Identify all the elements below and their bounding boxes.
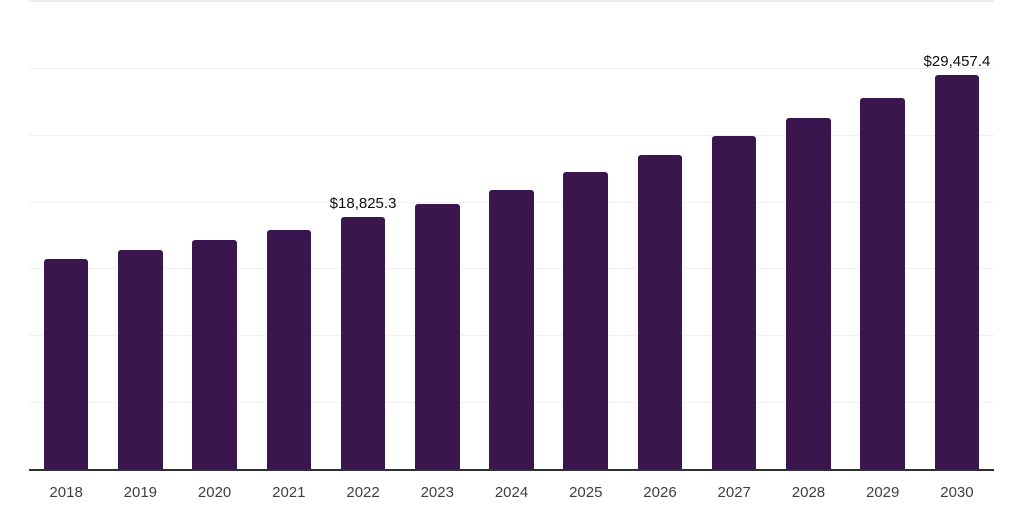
- bar-2029: [860, 97, 905, 469]
- bar-2024: [489, 189, 534, 469]
- bar-band-2021: [252, 1, 326, 469]
- x-tick-2018: 2018: [49, 484, 83, 501]
- gridline-35000: [29, 0, 994, 2]
- bar-2020: [192, 240, 237, 469]
- bar-band-2022: $18,825.3: [326, 1, 400, 469]
- bar-2027: [711, 135, 757, 469]
- bar-2030: [934, 75, 980, 469]
- bar-2026: [637, 155, 683, 469]
- plot-area: $18,825.3 $29,457.4: [29, 0, 994, 471]
- x-tick-2024: 2024: [494, 484, 529, 501]
- bar-band-2028: [771, 1, 845, 469]
- x-tick-2027: 2027: [717, 484, 751, 501]
- bar-2018: [43, 259, 89, 469]
- bar-band-2024: [474, 1, 548, 469]
- x-tick-2021: 2021: [272, 484, 306, 501]
- bar-2019: [118, 249, 163, 469]
- bar-band-2020: [177, 1, 251, 469]
- gridline-25000: [29, 134, 994, 136]
- x-tick-2028: 2028: [791, 484, 826, 501]
- x-axis: 2018 2019 2020 2021 2022 2023 2024 2025 2026 2027…: [29, 471, 994, 512]
- x-tick-2022: 2022: [346, 484, 380, 501]
- bar-2023: [415, 203, 460, 469]
- x-tick-2026: 2026: [643, 484, 677, 501]
- gridline-30000: [29, 67, 994, 69]
- bar-band-2025: [549, 1, 623, 469]
- bar-band-2030: $29,457.4: [920, 1, 994, 469]
- bar-band-2026: [623, 1, 697, 469]
- data-label-2022: $18,825.3: [329, 195, 397, 213]
- bar-band-2029: [846, 1, 920, 469]
- bar-2028: [786, 118, 831, 469]
- bar-band-2019: [103, 1, 177, 469]
- x-tick-2020: 2020: [197, 484, 232, 501]
- x-tick-2025: 2025: [569, 484, 603, 501]
- bar-2022: [340, 217, 386, 469]
- bar-band-2018: [29, 1, 103, 469]
- x-tick-2023: 2023: [420, 484, 454, 501]
- bar-2025: [563, 172, 609, 469]
- bar-band-2027: [697, 1, 771, 469]
- bars-group: $18,825.3 $29,457.4: [29, 1, 994, 469]
- data-label-2030: $29,457.4: [923, 53, 991, 71]
- x-tick-2030: 2030: [940, 484, 974, 501]
- x-tick-2019: 2019: [123, 484, 158, 501]
- bar-band-2023: [400, 1, 474, 469]
- x-tick-2029: 2029: [866, 484, 900, 501]
- bar-2021: [266, 229, 312, 469]
